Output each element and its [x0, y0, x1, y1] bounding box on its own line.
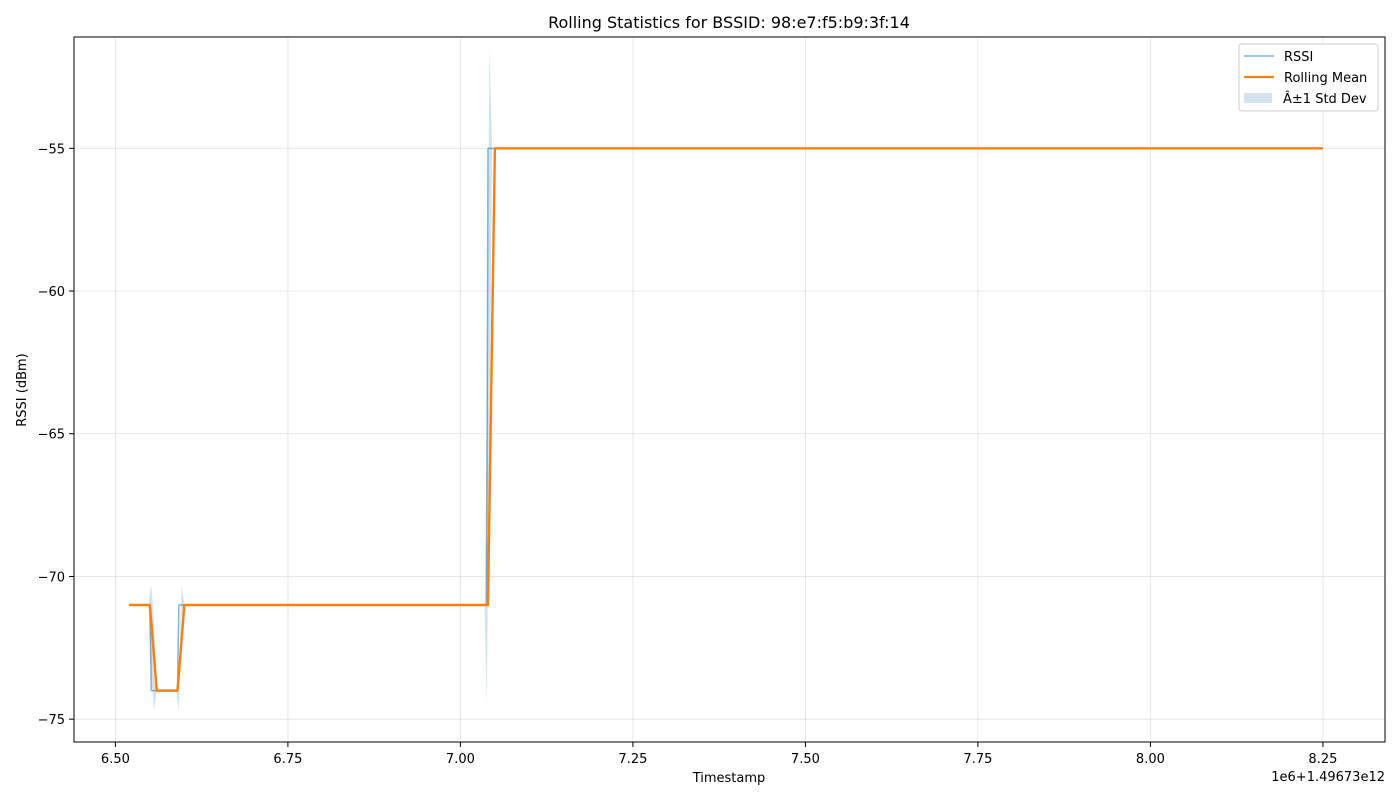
x-tick-label: 7.75	[963, 752, 992, 767]
y-tick-label: −55	[38, 142, 65, 157]
x-axis-label: Timestamp	[692, 771, 766, 786]
plot-frame	[73, 36, 1386, 743]
x-tick-label: 8.00	[1136, 752, 1165, 767]
legend-label-rolling-mean: Rolling Mean	[1284, 71, 1367, 86]
legend-swatch-std-dev	[1244, 93, 1272, 103]
data-layer	[129, 48, 1323, 711]
legend: RSSI Rolling Mean Â±1 Std Dev	[1238, 43, 1379, 112]
y-tick-label: −70	[38, 570, 65, 585]
axis-ticks: 6.50 6.75 7.00 7.25 7.50 7.75 8.00 8.25 −75 −70 −6…	[38, 142, 1338, 767]
rolling-mean-line	[129, 147, 1323, 692]
legend-box	[1238, 43, 1379, 112]
x-tick-label: 7.50	[791, 752, 820, 767]
y-axis-label: RSSI (dBm)	[15, 353, 30, 426]
x-axis-offset-label: 1e6+1.49673e12	[1271, 770, 1385, 785]
x-tick-label: 6.75	[273, 752, 302, 767]
x-tick-label: 7.25	[618, 752, 647, 767]
x-tick-label: 7.00	[446, 752, 475, 767]
y-tick-label: −60	[38, 285, 65, 300]
legend-label-rssi: RSSI	[1284, 50, 1313, 65]
x-tick-label: 6.50	[101, 752, 130, 767]
y-tick-label: −75	[38, 713, 65, 728]
chart-title: Rolling Statistics for BSSID: 98:e7:f5:b…	[548, 13, 910, 32]
x-tick-label: 8.25	[1308, 752, 1337, 767]
y-tick-label: −65	[38, 428, 65, 443]
rssi-line	[129, 147, 1323, 692]
legend-label-std-dev: Â±1 Std Dev	[1283, 91, 1367, 107]
